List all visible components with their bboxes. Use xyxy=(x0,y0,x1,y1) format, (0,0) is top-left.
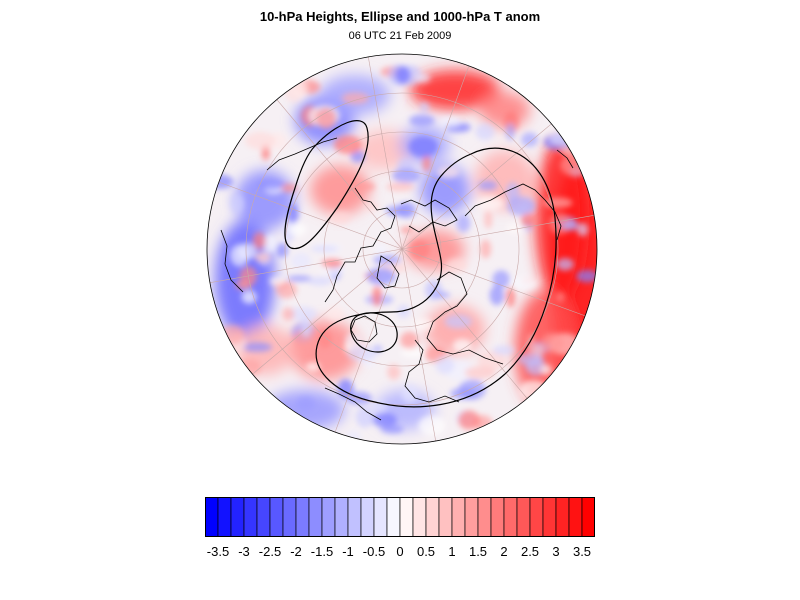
colorbar-swatch xyxy=(425,497,440,537)
colorbar-tick-label: 3 xyxy=(552,544,560,559)
colorbar-tick-label: 2.5 xyxy=(520,544,540,559)
colorbar-tick-label: -0.5 xyxy=(362,544,386,559)
colorbar-swatch xyxy=(438,497,453,537)
colorbar-swatch xyxy=(269,497,284,537)
colorbar-swatch xyxy=(555,497,570,537)
colorbar-tick-label: 3.5 xyxy=(572,544,592,559)
colorbar-swatch xyxy=(412,497,427,537)
colorbar-tick-label: -1.5 xyxy=(310,544,334,559)
colorbar-tick-label: 0.5 xyxy=(416,544,436,559)
colorbar-swatch xyxy=(321,497,336,537)
colorbar-swatch xyxy=(308,497,323,537)
coastlines xyxy=(220,137,574,421)
colorbar-swatch xyxy=(581,497,595,537)
colorbar-tick-label: -3.5 xyxy=(206,544,230,559)
colorbar-tick-label: 2 xyxy=(500,544,508,559)
colorbar-swatch xyxy=(347,497,362,537)
map-disk-border xyxy=(206,53,598,445)
colorbar-swatch xyxy=(217,497,232,537)
colorbar-swatch xyxy=(542,497,557,537)
lat-lon-grid xyxy=(209,56,595,442)
colorbar-swatch xyxy=(256,497,271,537)
colorbar-swatch xyxy=(464,497,479,537)
map-title: 10-hPa Heights, Ellipse and 1000-hPa T a… xyxy=(259,9,541,24)
colorbar-swatch xyxy=(243,497,258,537)
colorbar-tick-label: 0 xyxy=(396,544,404,559)
colorbar-swatch xyxy=(490,497,505,537)
colorbar-tick-label: -2.5 xyxy=(258,544,282,559)
height-contours xyxy=(284,120,557,408)
map-subtitle: 06 UTC 21 Feb 2009 xyxy=(348,30,452,42)
colorbar-swatch xyxy=(205,497,219,537)
colorbar-swatch xyxy=(516,497,531,537)
colorbar-tick-label: -2 xyxy=(290,544,302,559)
colorbar-swatch xyxy=(529,497,544,537)
colorbar-swatch xyxy=(282,497,297,537)
colorbar-ticks: -3.5 -3 -2.5 -2 -1.5 -1 -0.5 0 0.5 1 1.5 2 2.5 3 3.5 xyxy=(205,544,595,562)
colorbar-swatch xyxy=(386,497,401,537)
polar-map xyxy=(206,53,598,445)
colorbar-swatch xyxy=(295,497,310,537)
colorbar-swatch xyxy=(334,497,349,537)
colorbar xyxy=(205,497,595,537)
colorbar-tick-label: -1 xyxy=(342,544,354,559)
colorbar-swatch xyxy=(360,497,375,537)
colorbar-swatch xyxy=(373,497,388,537)
colorbar-swatch xyxy=(477,497,492,537)
colorbar-swatch xyxy=(230,497,245,537)
colorbar-tick-label: -3 xyxy=(238,544,250,559)
colorbar-swatch xyxy=(503,497,518,537)
colorbar-tick-label: 1 xyxy=(448,544,456,559)
colorbar-swatch xyxy=(399,497,414,537)
colorbar-tick-label: 1.5 xyxy=(468,544,488,559)
colorbar-swatch xyxy=(451,497,466,537)
colorbar-swatch xyxy=(568,497,583,537)
